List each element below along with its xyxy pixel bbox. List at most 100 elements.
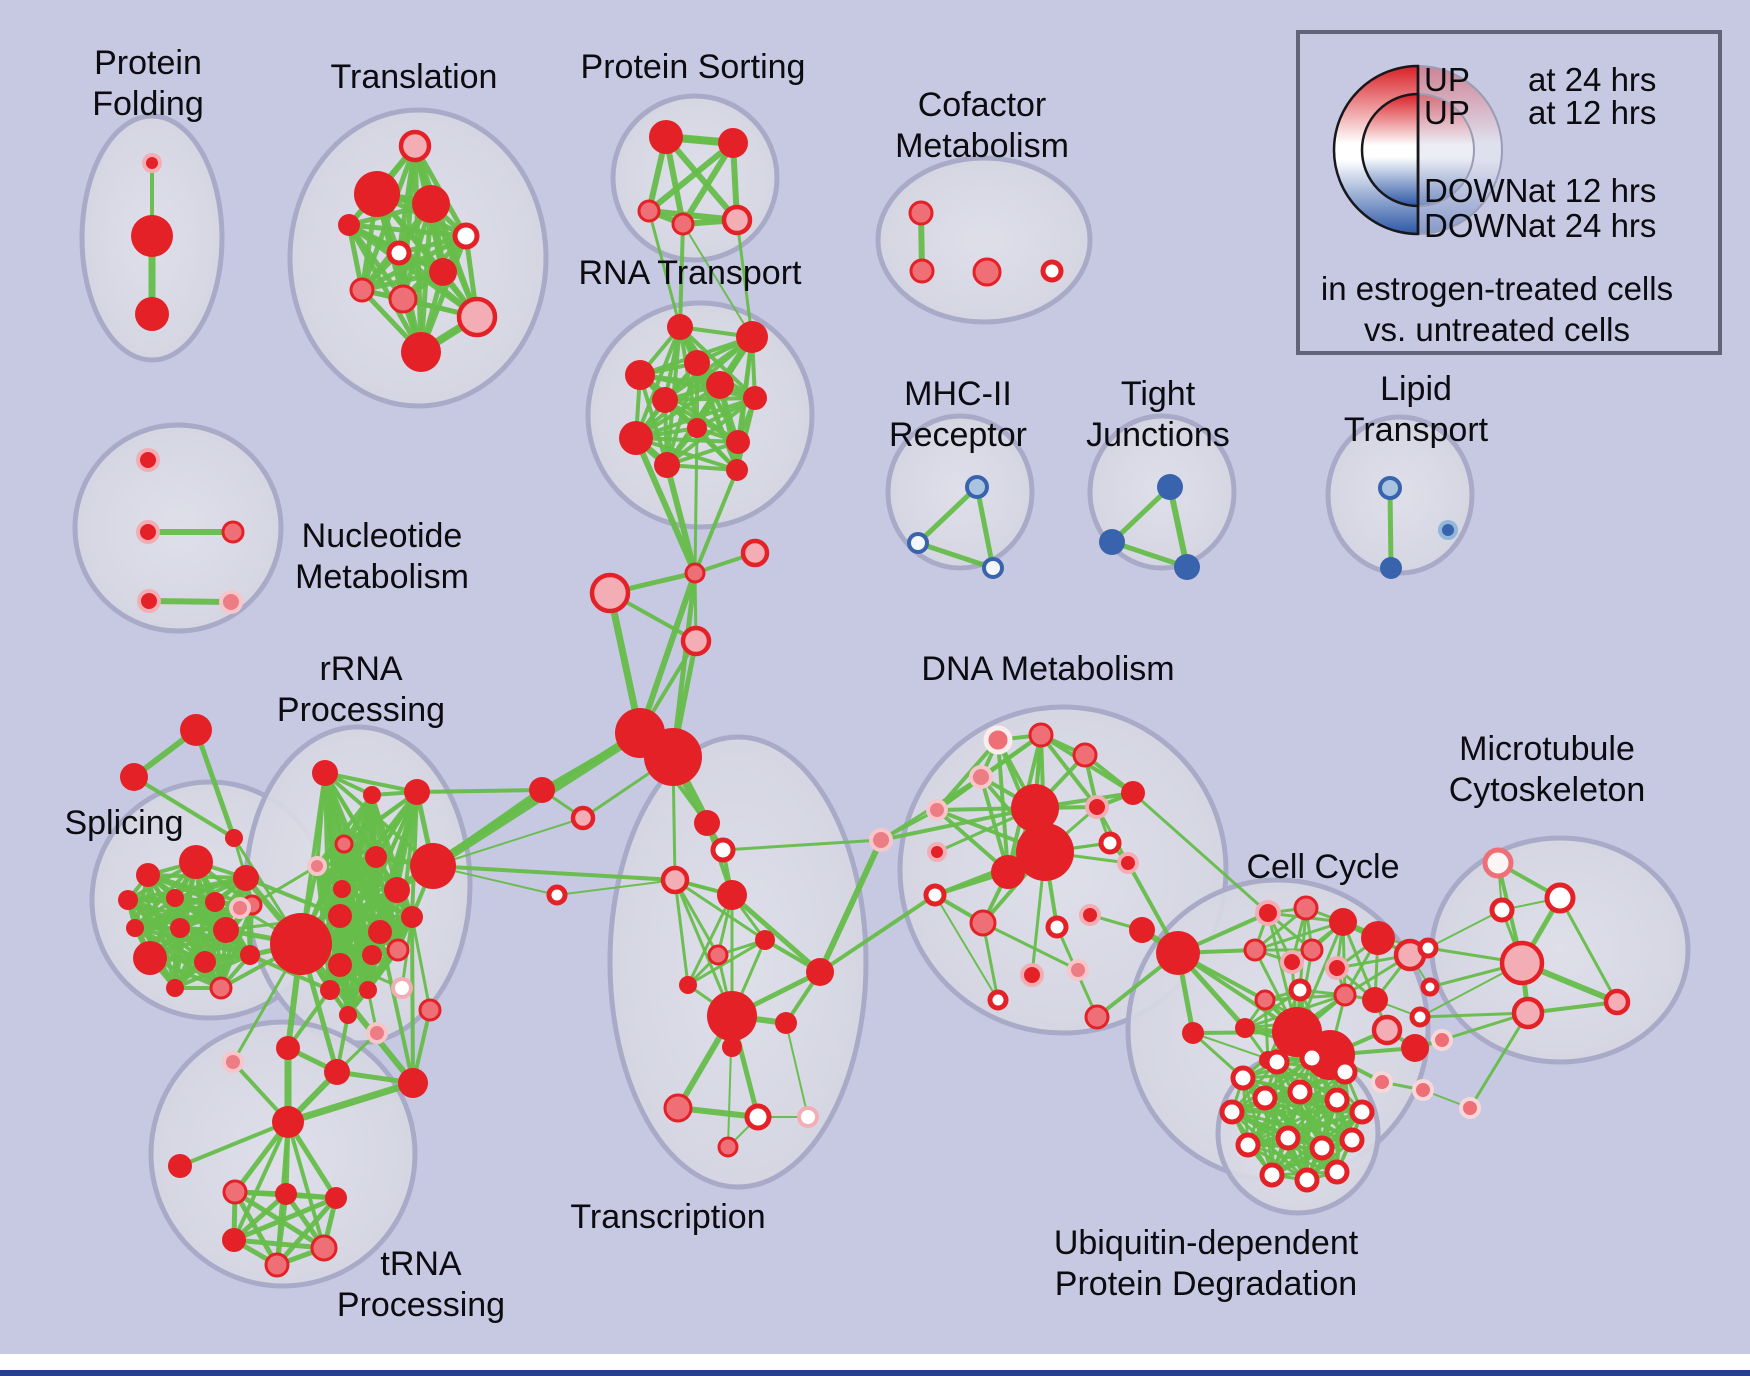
gene-node-m1[interactable] [1482,847,1514,879]
gene-node-tj1[interactable] [1157,474,1183,500]
gene-node-tr7[interactable] [806,958,834,986]
gene-node-pn3[interactable] [1412,1079,1434,1101]
gene-node-u3[interactable] [1299,1045,1325,1071]
gene-node-cc6[interactable] [1243,938,1267,962]
gene-node-bh2[interactable] [1182,1022,1204,1044]
gene-node-rt1[interactable] [667,314,693,340]
gene-node-tj2[interactable] [1099,529,1125,555]
gene-node-r15[interactable] [362,945,382,965]
gene-node-x1[interactable] [180,714,212,746]
gene-node-cc19[interactable] [1235,1018,1255,1038]
gene-node-cc1[interactable] [1255,900,1281,926]
gene-node-b1[interactable] [869,828,893,852]
gene-node-u7[interactable] [1287,1079,1313,1105]
gene-node-d2[interactable] [1028,722,1054,748]
gene-node-tl7[interactable] [349,277,375,303]
gene-node-tl1[interactable] [398,129,432,163]
gene-node-tp4[interactable] [222,1228,246,1252]
gene-node-rt2[interactable] [736,321,768,353]
gene-node-cf3[interactable] [972,257,1002,287]
gene-node-sp4[interactable] [118,890,138,910]
gene-node-cf1[interactable] [908,200,934,226]
gene-node-r12[interactable] [368,920,392,944]
gene-node-nm5[interactable] [219,590,243,614]
gene-node-u14[interactable] [1259,1162,1285,1188]
gene-node-d11[interactable] [991,855,1025,889]
gene-node-rt7[interactable] [652,387,678,413]
gene-node-ps5[interactable] [721,204,753,236]
gene-node-cf2[interactable] [909,258,935,284]
gene-node-rt9[interactable] [687,418,707,438]
gene-node-u15[interactable] [1294,1167,1320,1193]
gene-node-c3[interactable] [740,538,770,568]
gene-node-m5[interactable] [1603,988,1631,1016]
gene-node-rt12[interactable] [726,459,748,481]
gene-node-sp9[interactable] [170,918,190,938]
gene-node-cc8[interactable] [1325,956,1349,980]
gene-node-tl11[interactable] [338,214,360,236]
gene-node-d3[interactable] [1072,742,1098,768]
gene-node-c1[interactable] [589,572,631,614]
gene-node-ov2[interactable] [366,1022,388,1044]
gene-node-r19[interactable] [391,977,413,999]
gene-node-tr6[interactable] [707,944,729,966]
gene-node-d13[interactable] [1117,852,1139,874]
gene-node-sp5[interactable] [166,889,184,907]
gene-node-m4[interactable] [1499,940,1545,986]
gene-node-u2[interactable] [1264,1049,1290,1075]
gene-node-cc7[interactable] [1280,950,1304,974]
gene-node-ps4[interactable] [671,212,695,236]
gene-node-tl10[interactable] [401,332,441,372]
gene-node-tl8[interactable] [388,284,418,314]
gene-node-sp6[interactable] [205,892,225,912]
gene-node-d18[interactable] [1079,904,1101,926]
gene-node-d1[interactable] [983,725,1013,755]
gene-node-tl4[interactable] [452,222,480,250]
gene-node-sp10[interactable] [213,917,239,943]
gene-node-tpa[interactable] [276,1036,300,1060]
gene-node-cf4[interactable] [1040,259,1064,283]
gene-node-x3[interactable] [225,829,243,847]
gene-node-tr12[interactable] [663,1093,693,1123]
gene-node-d5[interactable] [926,799,948,821]
gene-node-cc5[interactable] [1300,938,1324,962]
gene-node-lt3[interactable] [1380,557,1402,579]
gene-node-tr2[interactable] [710,837,736,863]
gene-node-d15[interactable] [923,883,947,907]
gene-node-tl3[interactable] [412,185,450,223]
gene-node-tr13[interactable] [744,1103,772,1131]
gene-node-tl9[interactable] [456,296,498,338]
gene-node-pn2[interactable] [1371,1071,1393,1093]
gene-node-nm3[interactable] [221,520,245,544]
gene-node-rw1[interactable] [1417,937,1439,959]
gene-node-nm1[interactable] [136,448,160,472]
gene-node-r20[interactable] [339,1006,357,1024]
gene-node-tr1[interactable] [694,810,720,836]
gene-node-r7[interactable] [333,880,351,898]
gene-node-tp6[interactable] [264,1252,290,1278]
gene-node-ov3[interactable] [418,998,442,1022]
gene-node-tr15[interactable] [717,1136,739,1158]
gene-node-tph[interactable] [272,1106,304,1138]
gene-node-sp13[interactable] [240,945,260,965]
gene-node-r22[interactable] [546,884,568,906]
gene-node-tpb[interactable] [324,1059,350,1085]
gene-node-tr14[interactable] [797,1106,819,1128]
gene-node-pf1[interactable] [142,153,162,173]
gene-node-r5[interactable] [307,856,327,876]
gene-node-d22[interactable] [987,989,1009,1011]
gene-node-c4[interactable] [680,625,712,657]
gene-node-tp5[interactable] [310,1234,338,1262]
gene-node-d4[interactable] [969,765,993,789]
gene-node-tp0[interactable] [222,1051,244,1073]
gene-node-tl6[interactable] [429,258,457,286]
gene-node-m3[interactable] [1489,897,1515,923]
gene-node-cc10[interactable] [1288,978,1312,1002]
gene-node-tl5[interactable] [386,240,412,266]
gene-node-cc11[interactable] [1333,983,1357,1007]
gene-node-r4[interactable] [334,834,354,854]
gene-node-lt2[interactable] [1438,520,1458,540]
gene-node-sp12[interactable] [194,951,216,973]
gene-node-rt6[interactable] [743,386,767,410]
gene-node-rt10[interactable] [726,430,750,454]
